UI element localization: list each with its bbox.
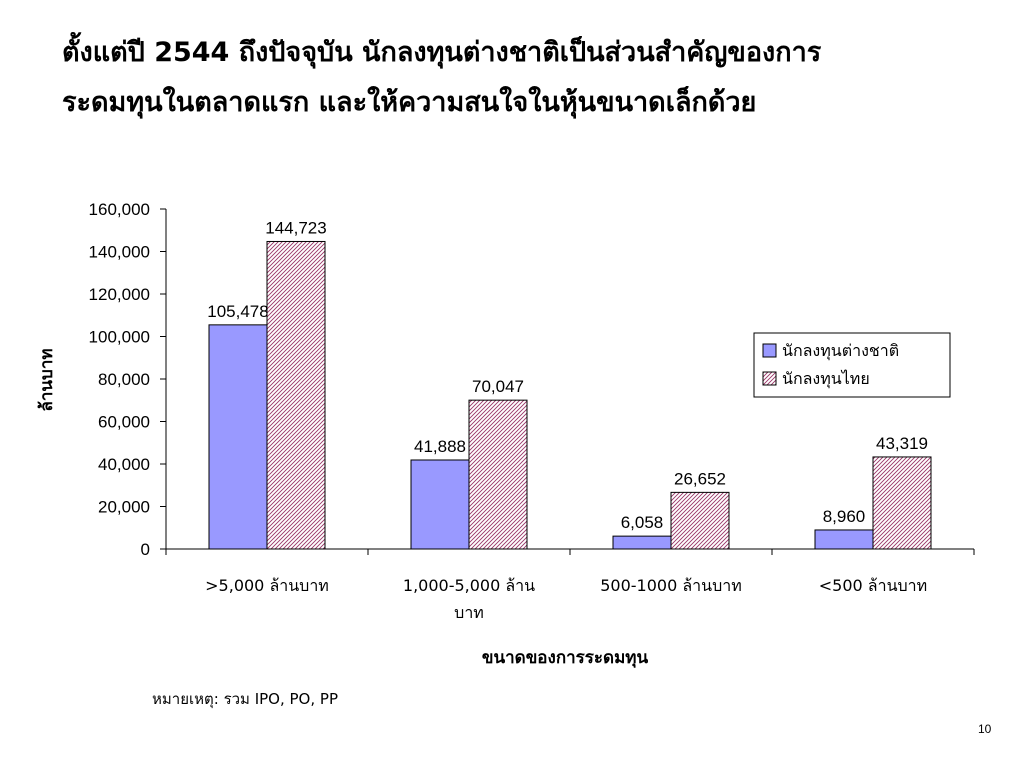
- x-tick-label: >5,000 ล้านบาท: [205, 576, 329, 595]
- y-tick-label: 120,000: [89, 285, 150, 304]
- bar: [670, 491, 730, 550]
- data-label: 26,652: [674, 469, 726, 488]
- bar: [208, 324, 268, 550]
- y-axis-title: ล้านบาท: [37, 348, 57, 411]
- x-tick-label: บาท: [454, 603, 484, 622]
- y-tick-label: 100,000: [89, 328, 150, 347]
- bar: [468, 399, 528, 550]
- page-number: 10: [978, 722, 992, 736]
- slide-title-line-2: ระดมทุนในตลาดแรก และให้ความสนใจในหุ้นขนา…: [62, 87, 757, 118]
- bar: [410, 459, 470, 550]
- y-tick-label: 0: [141, 540, 150, 559]
- x-tick-label: <500 ล้านบาท: [819, 576, 927, 595]
- legend-label: นักลงทุนต่างชาติ: [782, 341, 899, 361]
- legend-swatch: [762, 343, 777, 358]
- plot-area: 0 20,000 40,000 60,000 80,000 100,000 120,000 1…: [37, 200, 975, 668]
- data-label: 70,047: [472, 377, 524, 396]
- data-label: 6,058: [621, 513, 664, 532]
- x-axis-title: ขนาดของการระดมทุน: [482, 648, 649, 668]
- slide-title-line-1: ตั้งแต่ปี 2544 ถึงปัจจุบัน นักลงทุนต่างช…: [62, 37, 822, 68]
- legend-label: นักลงทุนไทย: [782, 369, 870, 389]
- y-tick-label: 140,000: [89, 243, 150, 262]
- bar: [266, 240, 326, 550]
- data-label: 105,478: [207, 302, 268, 321]
- bar: [872, 456, 932, 550]
- data-label: 43,319: [876, 434, 928, 453]
- slide-title: ตั้งแต่ปี 2544 ถึงปัจจุบัน นักลงทุนต่างช…: [62, 28, 992, 128]
- data-label: 144,723: [265, 218, 326, 237]
- bar: [612, 535, 672, 550]
- data-label: 8,960: [823, 507, 866, 526]
- footnote: หมายเหตุ: รวม IPO, PO, PP: [152, 690, 338, 708]
- x-tick-label: 500-1000 ล้านบาท: [600, 576, 742, 595]
- data-label: 41,888: [414, 437, 466, 456]
- y-tick-label: 80,000: [98, 370, 150, 389]
- legend-swatch: [762, 371, 777, 386]
- bar: [814, 529, 874, 550]
- y-tick-label: 20,000: [98, 498, 150, 517]
- y-tick-label: 160,000: [89, 200, 150, 219]
- y-tick-label: 40,000: [98, 455, 150, 474]
- y-tick-label: 60,000: [98, 413, 150, 432]
- x-tick-label: 1,000-5,000 ล้าน: [403, 576, 535, 595]
- legend-box: [753, 332, 951, 398]
